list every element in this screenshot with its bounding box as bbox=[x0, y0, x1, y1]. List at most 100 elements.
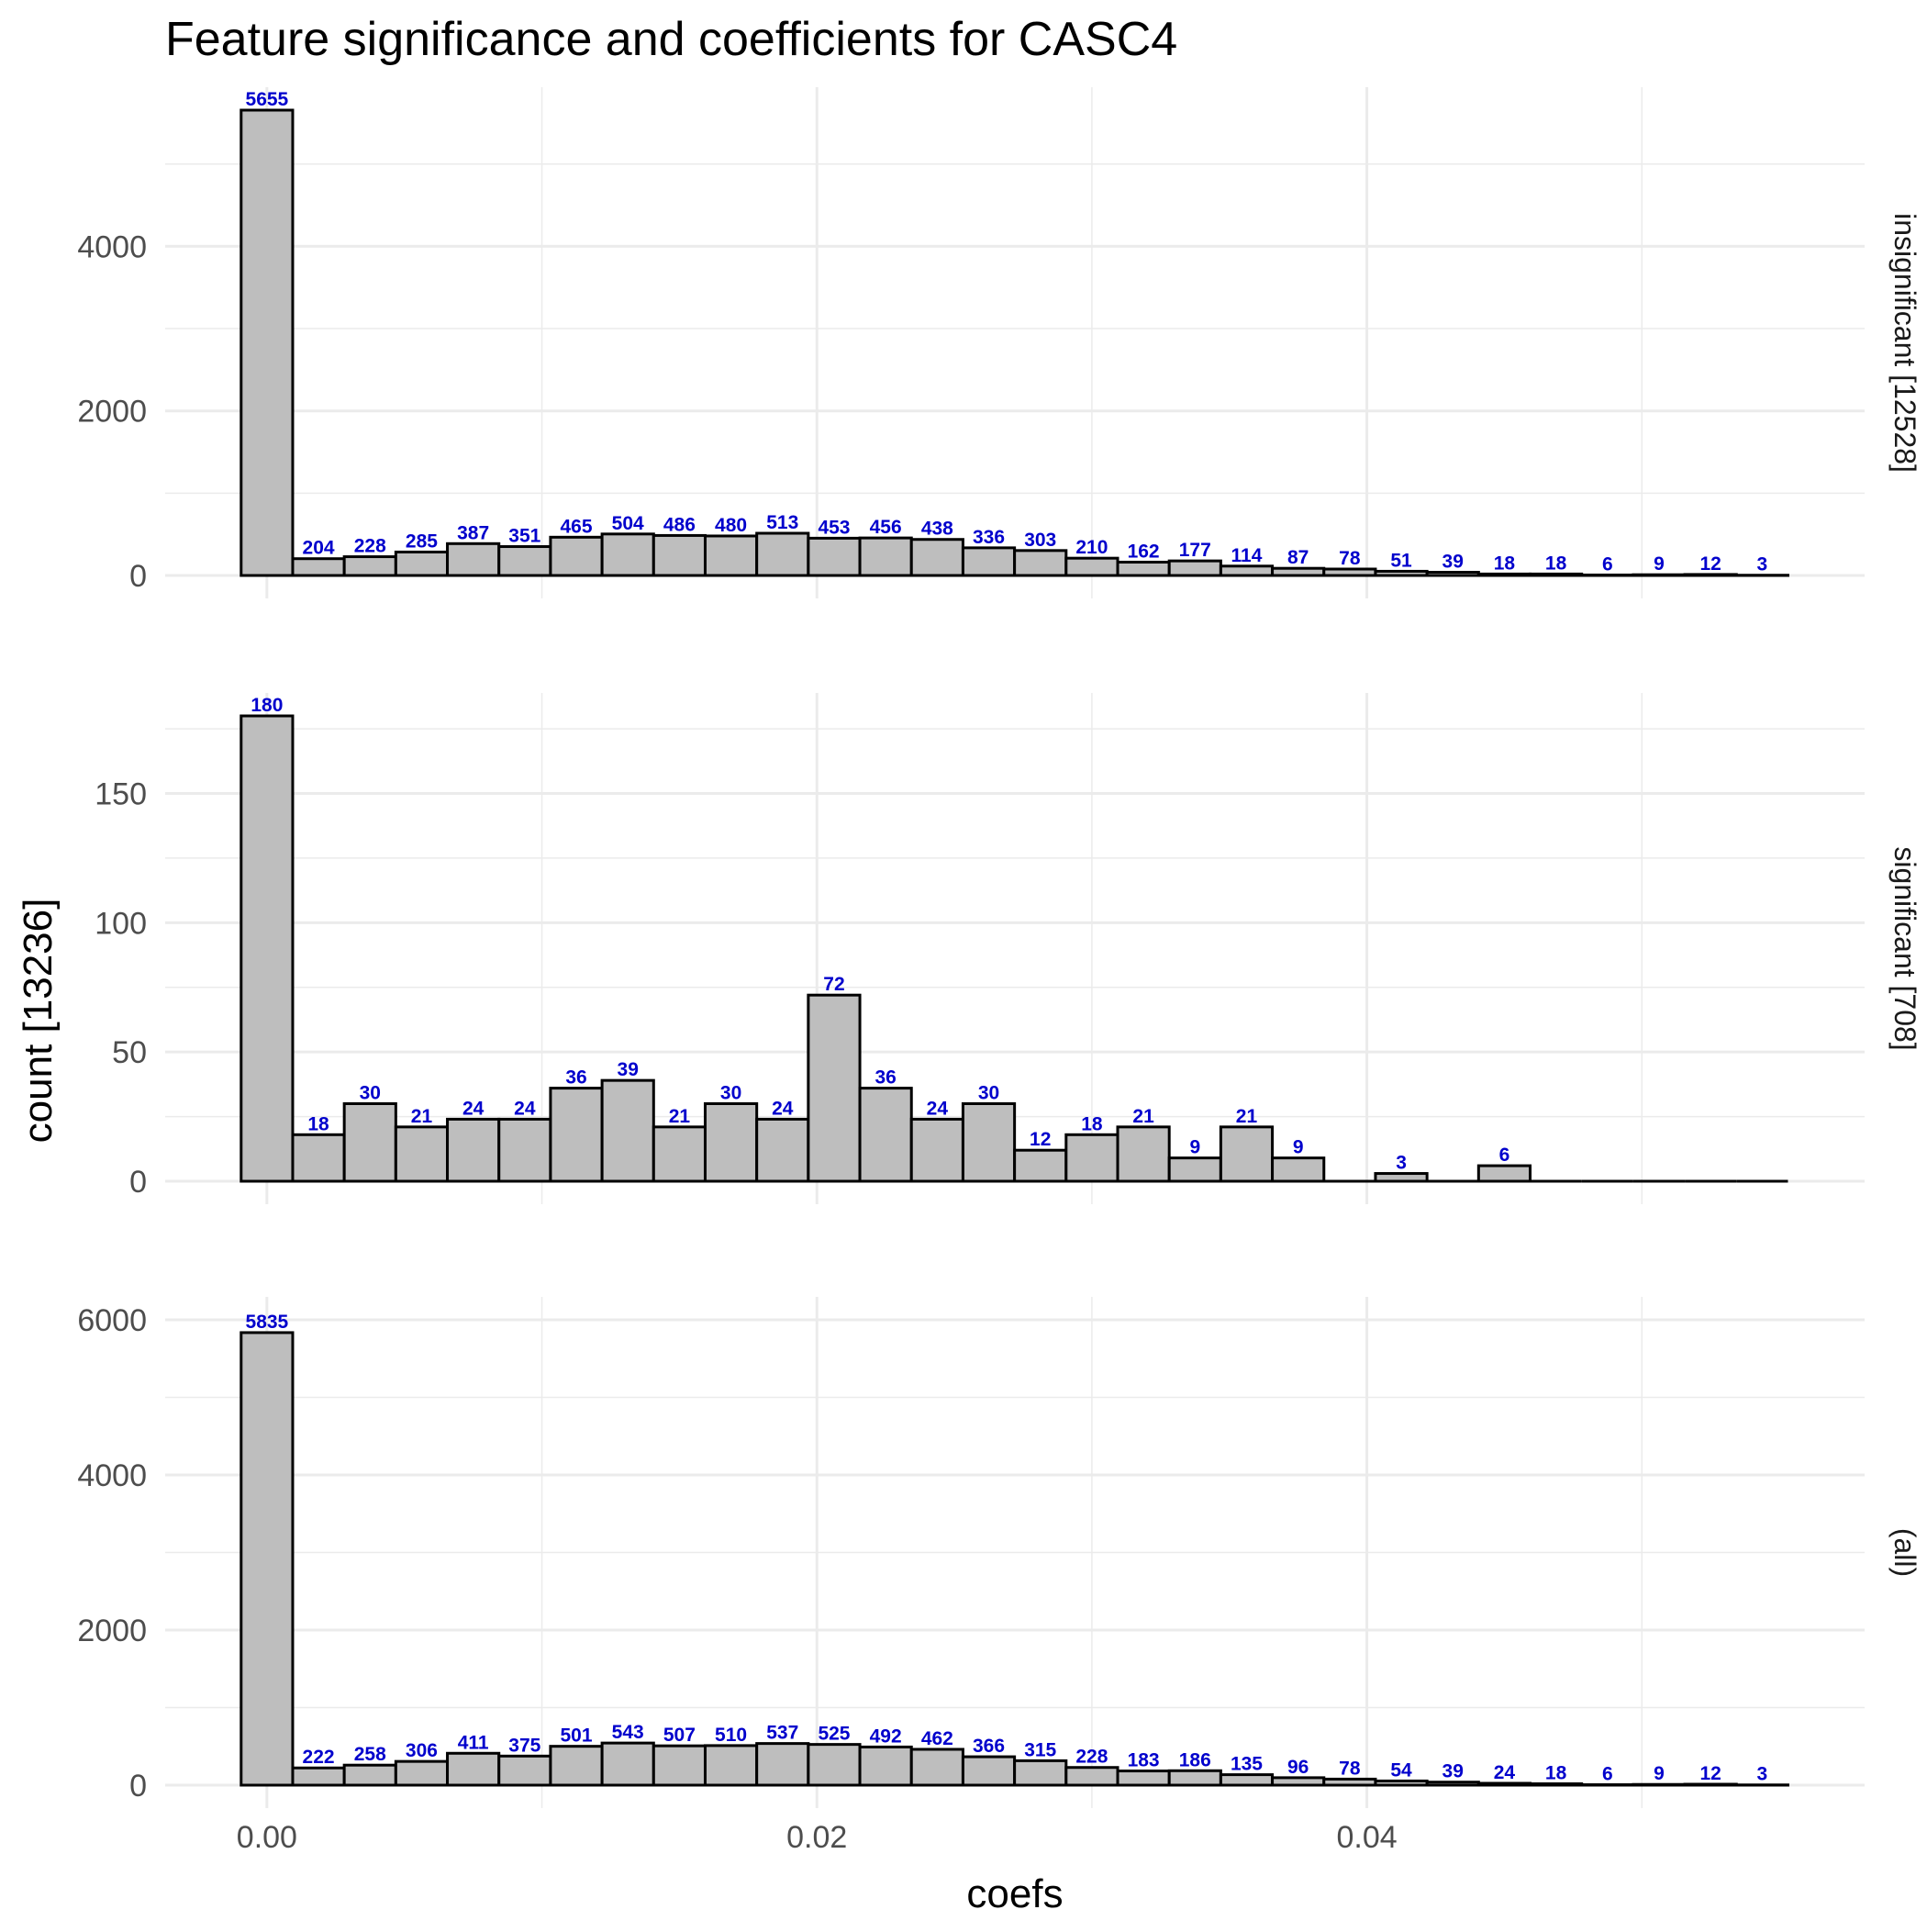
bar-count-label: 39 bbox=[1442, 552, 1464, 573]
histogram-bar bbox=[1015, 1760, 1066, 1785]
y-tick-label: 100 bbox=[95, 906, 147, 941]
histogram-bar bbox=[1427, 573, 1478, 575]
bar-count-label: 507 bbox=[663, 1725, 696, 1746]
bar-count-label: 30 bbox=[720, 1083, 741, 1104]
bar-count-label: 6 bbox=[1499, 1145, 1510, 1166]
bar-count-label: 9 bbox=[1293, 1137, 1304, 1158]
bar-count-label: 24 bbox=[1494, 1762, 1516, 1783]
bar-count-label: 78 bbox=[1339, 1758, 1361, 1779]
histogram-bar bbox=[911, 1119, 963, 1181]
histogram-bar bbox=[293, 1134, 344, 1181]
histogram-bar bbox=[963, 1757, 1014, 1785]
x-tick-label: 0.00 bbox=[237, 1820, 297, 1855]
histogram-bar bbox=[911, 540, 963, 575]
bar-count-label: 39 bbox=[618, 1059, 639, 1080]
y-tick-label: 0 bbox=[129, 559, 147, 594]
bar-count-label: 3 bbox=[1757, 554, 1768, 575]
bar-count-label: 315 bbox=[1024, 1739, 1056, 1760]
histogram-bar bbox=[1066, 558, 1118, 575]
histogram-bar bbox=[1478, 574, 1530, 575]
y-tick-label: 50 bbox=[112, 1035, 147, 1070]
histogram-bar bbox=[551, 1747, 602, 1785]
y-tick-label: 4000 bbox=[77, 1458, 147, 1493]
bar-count-label: 3 bbox=[1396, 1153, 1407, 1174]
bar-count-label: 30 bbox=[360, 1083, 381, 1104]
histogram-bar bbox=[1169, 1770, 1220, 1785]
bar-count-label: 5655 bbox=[246, 89, 289, 110]
histogram-bar bbox=[1220, 566, 1272, 575]
bar-count-label: 486 bbox=[663, 514, 696, 535]
bar-count-label: 366 bbox=[973, 1736, 1005, 1757]
bar-count-label: 18 bbox=[1494, 553, 1516, 574]
histogram-bar bbox=[448, 1753, 499, 1785]
bar-count-label: 72 bbox=[823, 974, 844, 995]
histogram-bar bbox=[395, 1127, 447, 1181]
histogram-bar bbox=[602, 534, 653, 575]
bar-count-label: 375 bbox=[508, 1735, 540, 1756]
bar-count-label: 438 bbox=[921, 519, 953, 540]
histogram-bar bbox=[499, 1756, 551, 1785]
bar-count-label: 492 bbox=[870, 1725, 902, 1747]
bar-count-label: 87 bbox=[1287, 547, 1309, 568]
bar-count-label: 21 bbox=[411, 1106, 433, 1127]
histogram-bar bbox=[293, 559, 344, 575]
histogram-bar bbox=[1015, 551, 1066, 575]
bar-count-label: 513 bbox=[766, 512, 798, 533]
bar-count-label: 6 bbox=[1602, 553, 1613, 575]
histogram-bar bbox=[344, 1104, 395, 1182]
y-tick-label: 0 bbox=[129, 1769, 147, 1804]
histogram-bar bbox=[602, 1743, 653, 1785]
bar-count-label: 501 bbox=[560, 1725, 592, 1747]
histogram-bar bbox=[705, 1104, 756, 1182]
histogram-bar bbox=[1118, 1771, 1169, 1785]
y-tick-label: 4000 bbox=[77, 229, 147, 264]
bar-count-label: 135 bbox=[1231, 1754, 1263, 1775]
bar-count-label: 78 bbox=[1339, 548, 1361, 569]
histogram-bar bbox=[757, 533, 808, 575]
bar-count-label: 456 bbox=[870, 517, 902, 538]
histogram-bar bbox=[860, 1747, 911, 1785]
bar-count-label: 285 bbox=[406, 530, 438, 552]
histogram-bar bbox=[1685, 1784, 1736, 1785]
bar-count-label: 543 bbox=[612, 1722, 644, 1743]
histogram-bar bbox=[705, 536, 756, 575]
bar-count-label: 480 bbox=[715, 515, 747, 536]
bar-count-label: 537 bbox=[766, 1723, 798, 1744]
histogram-bar bbox=[1633, 1784, 1685, 1785]
histogram-bar bbox=[1376, 1781, 1427, 1785]
y-tick-label: 2000 bbox=[77, 1614, 147, 1648]
bar-count-label: 24 bbox=[927, 1098, 949, 1119]
bar-count-label: 351 bbox=[508, 526, 540, 547]
histogram-bar bbox=[1220, 1775, 1272, 1785]
bar-count-label: 186 bbox=[1179, 1749, 1211, 1770]
histogram-bar bbox=[344, 557, 395, 575]
bar-count-label: 228 bbox=[1075, 1747, 1108, 1768]
histogram-bar bbox=[1324, 569, 1376, 575]
bar-count-label: 462 bbox=[921, 1728, 953, 1749]
bar-count-label: 222 bbox=[303, 1747, 335, 1768]
histogram-bar bbox=[241, 1333, 293, 1785]
bar-count-label: 453 bbox=[818, 517, 850, 538]
histogram-bar bbox=[1118, 562, 1169, 575]
bar-count-label: 9 bbox=[1189, 1137, 1200, 1158]
bar-count-label: 204 bbox=[303, 538, 335, 559]
bar-count-label: 336 bbox=[973, 527, 1005, 548]
bar-count-label: 54 bbox=[1390, 1759, 1412, 1781]
histogram-bar bbox=[1118, 1127, 1169, 1181]
histogram-bar bbox=[1066, 1768, 1118, 1785]
bar-count-label: 183 bbox=[1128, 1750, 1160, 1771]
bar-count-label: 96 bbox=[1287, 1757, 1309, 1778]
bar-count-label: 114 bbox=[1231, 545, 1263, 566]
histogram-bar bbox=[860, 1089, 911, 1181]
bar-count-label: 303 bbox=[1024, 530, 1056, 551]
histogram-bar bbox=[499, 547, 551, 575]
y-tick-label: 2000 bbox=[77, 395, 147, 430]
bar-count-label: 51 bbox=[1390, 550, 1412, 571]
bar-count-label: 210 bbox=[1075, 537, 1108, 558]
bar-count-label: 18 bbox=[1545, 553, 1567, 574]
histogram-bar bbox=[1273, 568, 1324, 575]
histogram-bar bbox=[757, 1119, 808, 1181]
bar-count-label: 504 bbox=[612, 513, 644, 534]
